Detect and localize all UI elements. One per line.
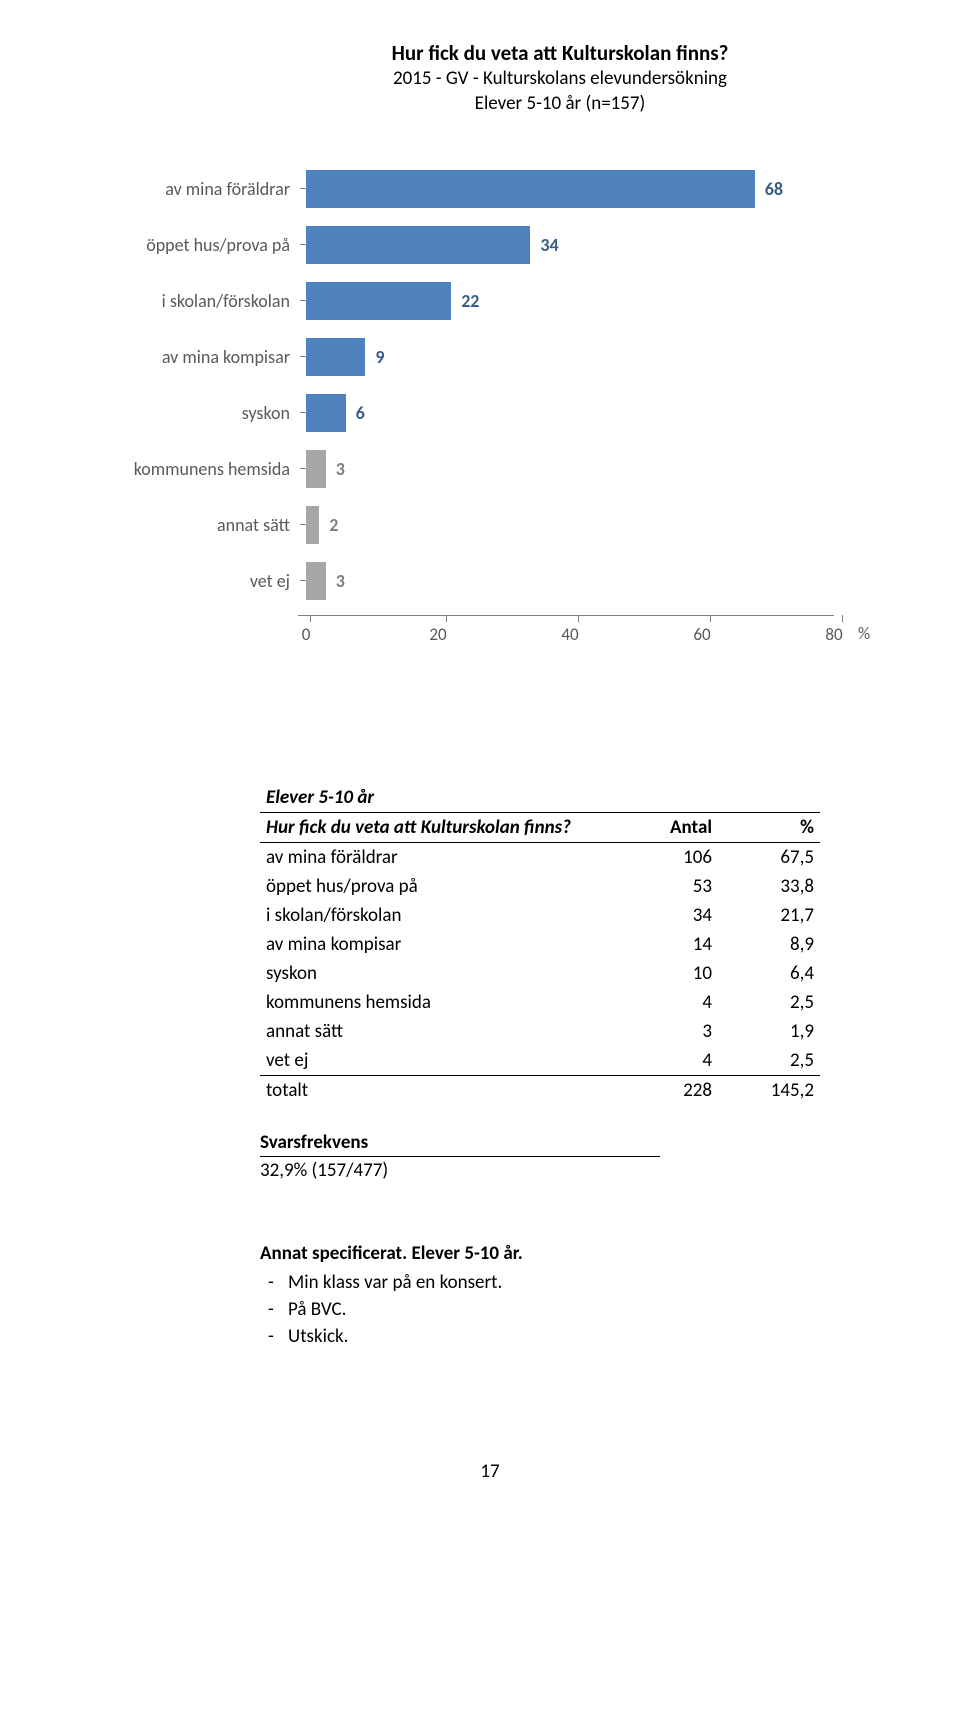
table-row: öppet hus/prova på5333,8	[260, 872, 820, 901]
y-axis-label: av mina kompisar	[110, 346, 298, 368]
x-axis-unit: %	[858, 623, 870, 644]
chart-title: Hur fick du veta att Kulturskolan finns?	[250, 40, 870, 67]
bar	[306, 282, 451, 320]
bar	[306, 226, 530, 264]
table-total-label: totalt	[260, 1075, 616, 1105]
x-axis-tick: 0	[306, 615, 315, 645]
x-axis-tick-label: 0	[302, 624, 311, 645]
x-axis-tick-label: 80	[825, 624, 842, 645]
table-row: i skolan/förskolan3421,7	[260, 901, 820, 930]
table-total-antal: 228	[616, 1075, 718, 1105]
list-item: Utskick.	[288, 1323, 870, 1350]
bar-value-label: 34	[540, 234, 558, 256]
x-axis-tick-label: 40	[561, 624, 578, 645]
table-row: annat sätt31,9	[260, 1017, 820, 1046]
x-axis-tick: 20	[438, 615, 455, 645]
table-cell-pct: 2,5	[718, 988, 820, 1017]
table-cell-pct: 67,5	[718, 842, 820, 872]
bar	[306, 506, 319, 544]
table-row: vet ej42,5	[260, 1046, 820, 1076]
table-cell-pct: 6,4	[718, 959, 820, 988]
title-block: Hur fick du veta att Kulturskolan finns?…	[250, 40, 870, 117]
bar-value-label: 22	[461, 290, 479, 312]
bar-value-label: 68	[765, 178, 783, 200]
x-axis-tick: 60	[702, 615, 719, 645]
x-axis-tick: 80	[834, 615, 851, 645]
table-cell-antal: 14	[616, 930, 718, 959]
table-row: kommunens hemsida42,5	[260, 988, 820, 1017]
table-row: syskon106,4	[260, 959, 820, 988]
table-cell-pct: 1,9	[718, 1017, 820, 1046]
bar	[306, 394, 346, 432]
table-cell-antal: 106	[616, 842, 718, 872]
x-axis-tick: 40	[570, 615, 587, 645]
table-cell-antal: 34	[616, 901, 718, 930]
table-cell-antal: 3	[616, 1017, 718, 1046]
chart-row: syskon 6	[110, 391, 870, 435]
chart-row: av mina kompisar 9	[110, 335, 870, 379]
table-cell-antal: 53	[616, 872, 718, 901]
table-row: av mina kompisar148,9	[260, 930, 820, 959]
page: Hur fick du veta att Kulturskolan finns?…	[0, 0, 960, 1523]
chart-row: annat sätt 2	[110, 503, 870, 547]
bar-value-label: 6	[356, 402, 365, 424]
x-axis: 0 20 40 60 80%	[110, 615, 870, 643]
y-axis-label: annat sätt	[110, 514, 298, 536]
table-total-pct: 145,2	[718, 1075, 820, 1105]
chart-row: i skolan/förskolan 22	[110, 279, 870, 323]
response-rate-title: Svarsfrekvens	[260, 1131, 660, 1157]
table-cell-label: annat sätt	[260, 1017, 616, 1046]
y-axis-label: kommunens hemsida	[110, 458, 298, 480]
response-rate-value: 32,9% (157/477)	[260, 1157, 870, 1182]
page-number: 17	[110, 1460, 870, 1483]
list-item: Min klass var på en konsert.	[288, 1269, 870, 1296]
bar-value-label: 2	[329, 514, 338, 536]
bar-value-label: 3	[336, 570, 345, 592]
x-axis-tick-label: 60	[693, 624, 710, 645]
y-axis-label: öppet hus/prova på	[110, 234, 298, 256]
y-axis-label: av mina föräldrar	[110, 178, 298, 200]
bar-value-label: 9	[375, 346, 384, 368]
bar	[306, 562, 326, 600]
bar	[306, 338, 365, 376]
table-cell-pct: 8,9	[718, 930, 820, 959]
y-axis-label: i skolan/förskolan	[110, 290, 298, 312]
chart-row: vet ej 3	[110, 559, 870, 603]
bar	[306, 450, 326, 488]
table-row: av mina föräldrar10667,5	[260, 842, 820, 872]
table-cell-label: av mina kompisar	[260, 930, 616, 959]
table-heading: Elever 5-10 år	[260, 783, 616, 813]
table-cell-label: vet ej	[260, 1046, 616, 1076]
chart-area: av mina föräldrar 68 öppet hus/prova på 34 i…	[110, 167, 870, 643]
table-question: Hur fick du veta att Kulturskolan finns?	[260, 812, 616, 842]
other-specified-title: Annat specificerat. Elever 5-10 år.	[260, 1242, 870, 1265]
table-cell-pct: 33,8	[718, 872, 820, 901]
table-cell-pct: 2,5	[718, 1046, 820, 1076]
table-cell-label: kommunens hemsida	[260, 988, 616, 1017]
other-specified-block: Annat specificerat. Elever 5-10 år. Min …	[260, 1242, 870, 1350]
bar	[306, 170, 755, 208]
chart-row: öppet hus/prova på 34	[110, 223, 870, 267]
table-col-antal: Antal	[616, 812, 718, 842]
table-col-pct: %	[718, 812, 820, 842]
bar-value-label: 3	[336, 458, 345, 480]
chart-row: kommunens hemsida 3	[110, 447, 870, 491]
y-axis-label: vet ej	[110, 570, 298, 592]
table-cell-label: i skolan/förskolan	[260, 901, 616, 930]
response-rate-block: Svarsfrekvens 32,9% (157/477)	[260, 1131, 870, 1182]
x-axis-tick-label: 20	[429, 624, 446, 645]
data-table: Elever 5-10 år Hur fick du veta att Kult…	[260, 783, 870, 1105]
table-cell-label: av mina föräldrar	[260, 842, 616, 872]
table-cell-label: öppet hus/prova på	[260, 872, 616, 901]
table-cell-antal: 10	[616, 959, 718, 988]
chart-subtitle-2: Elever 5-10 år (n=157)	[250, 92, 870, 117]
table-cell-antal: 4	[616, 1046, 718, 1076]
table-cell-pct: 21,7	[718, 901, 820, 930]
table-cell-antal: 4	[616, 988, 718, 1017]
chart-row: av mina föräldrar 68	[110, 167, 870, 211]
list-item: På BVC.	[288, 1296, 870, 1323]
table-cell-label: syskon	[260, 959, 616, 988]
y-axis-label: syskon	[110, 402, 298, 424]
chart-subtitle-1: 2015 - GV - Kulturskolans elevundersökni…	[250, 67, 870, 92]
